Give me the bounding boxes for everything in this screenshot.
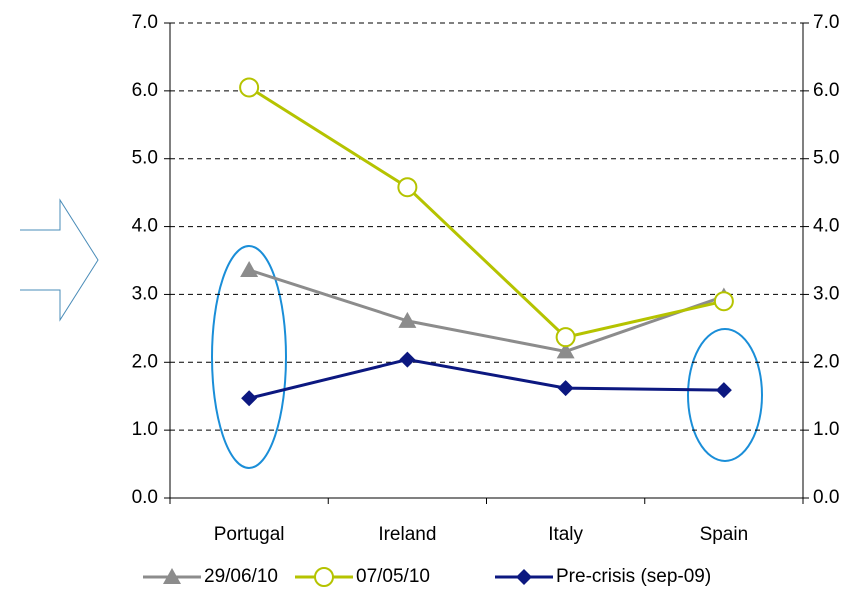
legend-marker [314, 567, 334, 587]
marker [397, 177, 418, 198]
highlight-ellipse [687, 328, 763, 462]
marker [240, 261, 259, 277]
y-tick-label: 3.0 [132, 283, 158, 304]
y-tick-label: 7.0 [132, 12, 158, 33]
y-tick-label: 0.0 [132, 487, 158, 508]
marker [239, 77, 260, 98]
y2-tick-label: 4.0 [813, 216, 839, 237]
y2-tick-label: 6.0 [813, 80, 839, 101]
legend-label: Pre-crisis (sep-09) [556, 566, 711, 587]
y-tick-label: 4.0 [132, 216, 158, 237]
y2-tick-label: 5.0 [813, 148, 839, 169]
legend-marker [516, 569, 532, 585]
legend-label: 07/05/10 [356, 566, 430, 587]
series-line [248, 86, 725, 339]
highlight-ellipse [211, 245, 287, 469]
marker [555, 327, 576, 348]
y2-tick-label: 0.0 [813, 487, 839, 508]
y-tick-label: 1.0 [132, 419, 158, 440]
legend-marker [163, 568, 181, 584]
y2-tick-label: 3.0 [813, 283, 839, 304]
y-tick-label: 5.0 [132, 148, 158, 169]
marker [399, 351, 416, 368]
x-tick-label: Italy [548, 524, 583, 545]
y-tick-label: 6.0 [132, 80, 158, 101]
marker [398, 311, 417, 328]
y-tick-label: 2.0 [132, 351, 158, 372]
marker [241, 390, 258, 407]
marker [556, 342, 575, 359]
x-tick-label: Portugal [214, 524, 285, 545]
y2-tick-label: 7.0 [813, 12, 839, 33]
series-line [248, 268, 725, 353]
arrow-decoration [20, 198, 99, 322]
legend-label: 29/06/10 [204, 566, 278, 587]
y2-tick-label: 1.0 [813, 419, 839, 440]
y2-tick-label: 2.0 [813, 351, 839, 372]
x-tick-label: Ireland [378, 524, 436, 545]
x-tick-label: Spain [700, 524, 749, 545]
series-line [248, 358, 724, 400]
marker [713, 291, 734, 312]
marker [715, 382, 732, 399]
marker [557, 380, 574, 397]
